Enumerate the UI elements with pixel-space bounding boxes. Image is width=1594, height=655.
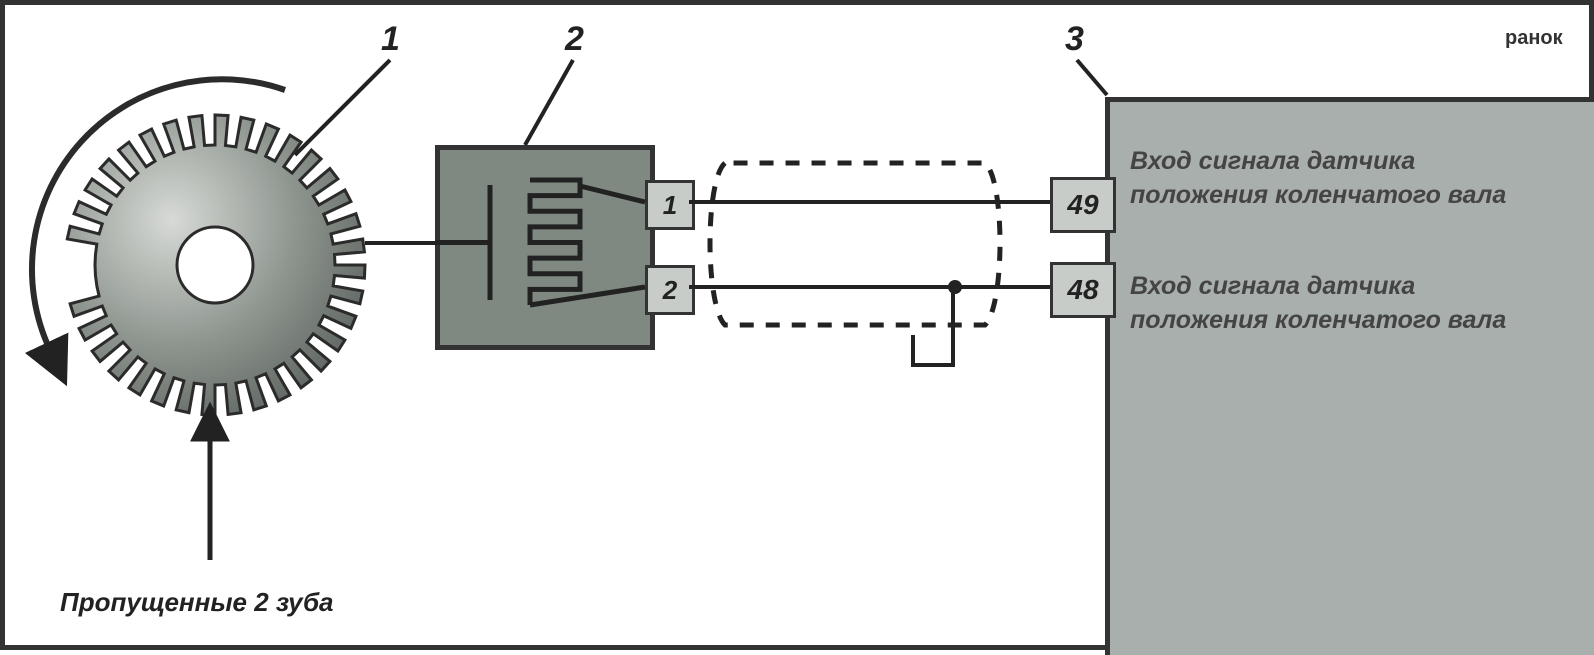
callout-3-leader [1077,60,1107,95]
vector-layer [5,5,1594,655]
sensor-coil [530,180,580,305]
diagram-frame: 1 2 49 48 Вход сигнала датчика положения… [0,0,1594,650]
cable-shield [710,163,1000,325]
callout-2-leader [525,60,573,145]
callout-1-leader [295,60,390,155]
gear-hub [177,227,253,303]
